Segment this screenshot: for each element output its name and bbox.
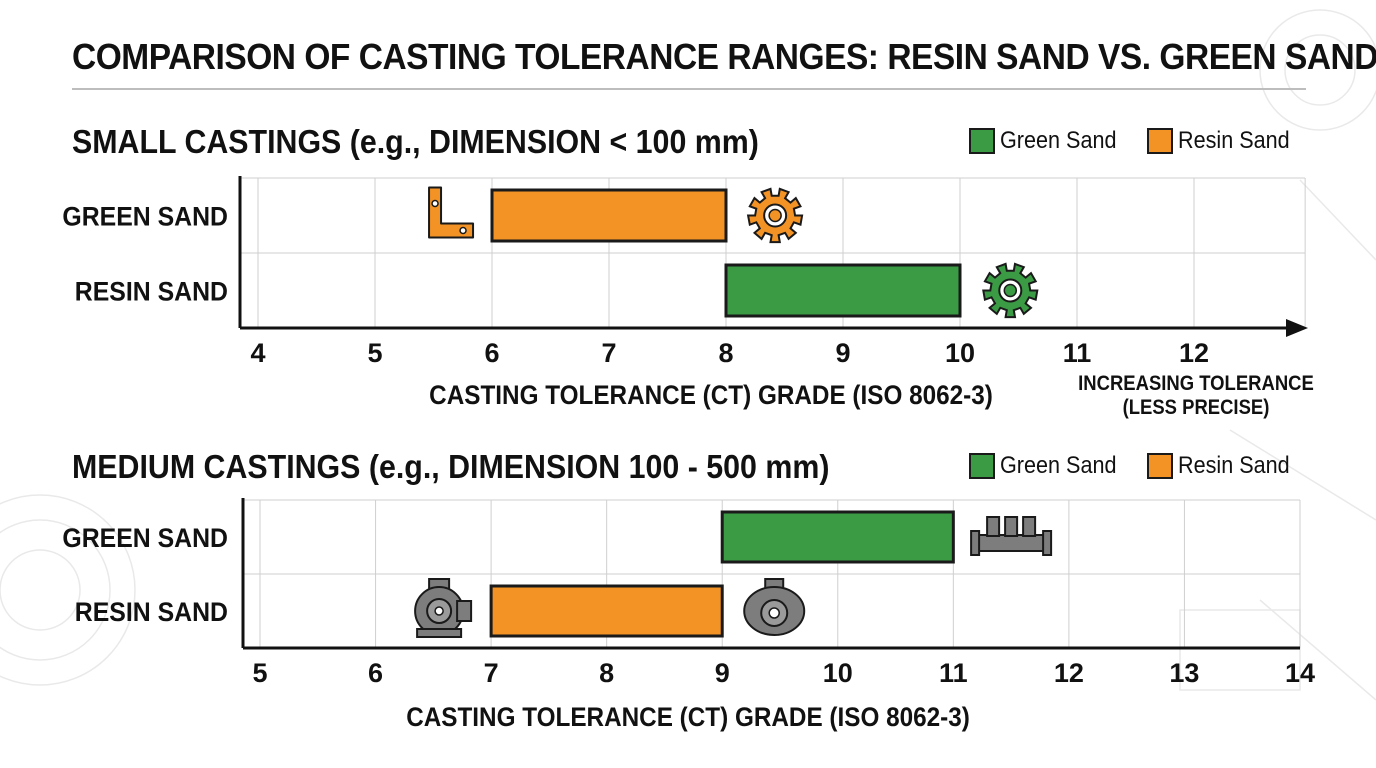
page-title: COMPARISON OF CASTING TOLERANCE RANGES: … bbox=[72, 36, 1376, 77]
axis-note: (LESS PRECISE) bbox=[1123, 396, 1270, 419]
title-divider bbox=[72, 88, 1306, 90]
tick-label: 5 bbox=[367, 338, 382, 368]
legend-swatch-orange bbox=[1146, 128, 1173, 154]
pump-outlet bbox=[456, 600, 473, 622]
tick-label: 8 bbox=[599, 658, 614, 688]
tick-label: 11 bbox=[939, 658, 968, 688]
x-axis-label: CASTING TOLERANCE (CT) GRADE (ISO 8062-3… bbox=[406, 703, 970, 732]
gear-bore bbox=[1003, 283, 1018, 298]
legend-label: Green Sand bbox=[999, 452, 1116, 479]
medium-castings-chart: GREEN SAND RESIN SAND 5 6 7 8 9 10 11 12 13 14 CASTI… bbox=[0, 440, 1376, 760]
range-bar bbox=[489, 584, 724, 638]
bracket-hole bbox=[431, 199, 439, 208]
pump-base bbox=[416, 628, 463, 638]
small-castings-plot: GREEN SAND RESIN SAND 4 5 6 7 8 9 10 11 12 CASTING … bbox=[62, 176, 1314, 419]
tick-label: 9 bbox=[715, 658, 730, 688]
tick-label: 10 bbox=[945, 338, 975, 368]
pump-housing-icon bbox=[414, 578, 473, 638]
gear-icon bbox=[982, 262, 1039, 319]
legend-swatch-green bbox=[968, 453, 995, 479]
manifold-flange bbox=[1042, 530, 1053, 556]
pump-shaft bbox=[434, 606, 444, 616]
legend-label: Resin Sand bbox=[1177, 452, 1290, 479]
medium-castings-legend: Green Sand Resin Sand bbox=[951, 452, 1303, 480]
manifold-runner bbox=[1004, 516, 1019, 537]
tick-label: 12 bbox=[1054, 658, 1084, 688]
tick-label: 7 bbox=[601, 338, 616, 368]
x-axis-label: CASTING TOLERANCE (CT) GRADE (ISO 8062-3… bbox=[429, 381, 993, 410]
manifold-flange bbox=[970, 530, 981, 556]
manifold-icon bbox=[970, 516, 1053, 556]
legend-label: Green Sand bbox=[999, 127, 1116, 154]
range-bar bbox=[720, 510, 955, 564]
axis-note: INCREASING TOLERANCE bbox=[1078, 372, 1314, 395]
category-label: RESIN SAND bbox=[75, 598, 228, 627]
tick-label: 14 bbox=[1285, 658, 1315, 688]
legend-swatch-green bbox=[968, 128, 995, 154]
manifold-pipe bbox=[976, 534, 1047, 552]
legend-item-resin-sand: Resin Sand bbox=[1146, 127, 1302, 155]
tick-label: 5 bbox=[252, 658, 267, 688]
small-castings-title: SMALL CASTINGS (e.g., DIMENSION < 100 mm… bbox=[72, 123, 759, 160]
gear-icon bbox=[746, 187, 804, 244]
category-label: GREEN SAND bbox=[62, 524, 228, 553]
tick-label: 7 bbox=[484, 658, 499, 688]
bracket-icon bbox=[428, 186, 475, 239]
valve-port bbox=[768, 607, 780, 619]
tick-label: 8 bbox=[718, 338, 733, 368]
legend-label: Resin Sand bbox=[1177, 127, 1290, 154]
tick-label: 9 bbox=[835, 338, 850, 368]
tick-label: 13 bbox=[1169, 658, 1199, 688]
tick-label: 10 bbox=[823, 658, 853, 688]
tick-label: 6 bbox=[368, 658, 383, 688]
manifold-runner bbox=[986, 516, 1001, 537]
category-label: GREEN SAND bbox=[62, 203, 228, 232]
small-castings-legend: Green Sand Resin Sand bbox=[951, 127, 1303, 155]
medium-castings-title: MEDIUM CASTINGS (e.g., DIMENSION 100 - 5… bbox=[72, 448, 830, 485]
legend-item-green-sand: Green Sand bbox=[968, 127, 1129, 155]
gear-bore bbox=[768, 208, 782, 223]
bracket-body bbox=[428, 186, 475, 239]
valve-body-icon bbox=[743, 578, 806, 636]
category-label: RESIN SAND bbox=[75, 278, 228, 307]
range-bar bbox=[490, 188, 728, 243]
legend-swatch-orange bbox=[1146, 453, 1173, 479]
medium-castings-plot: GREEN SAND RESIN SAND 5 6 7 8 9 10 11 12 13 14 CASTI… bbox=[62, 498, 1315, 732]
range-bar bbox=[724, 263, 962, 318]
tick-label: 6 bbox=[484, 338, 499, 368]
small-castings-chart: GREEN SAND RESIN SAND 4 5 6 7 8 9 10 11 12 CASTING … bbox=[0, 115, 1376, 425]
tick-label: 4 bbox=[250, 338, 265, 368]
bracket-hole bbox=[459, 226, 467, 235]
legend-item-green-sand: Green Sand bbox=[968, 452, 1129, 480]
tick-label: 11 bbox=[1063, 338, 1092, 368]
legend-item-resin-sand: Resin Sand bbox=[1146, 452, 1302, 480]
tick-label: 12 bbox=[1179, 338, 1209, 368]
manifold-runner bbox=[1022, 516, 1037, 537]
x-axis-arrow bbox=[1286, 319, 1308, 337]
